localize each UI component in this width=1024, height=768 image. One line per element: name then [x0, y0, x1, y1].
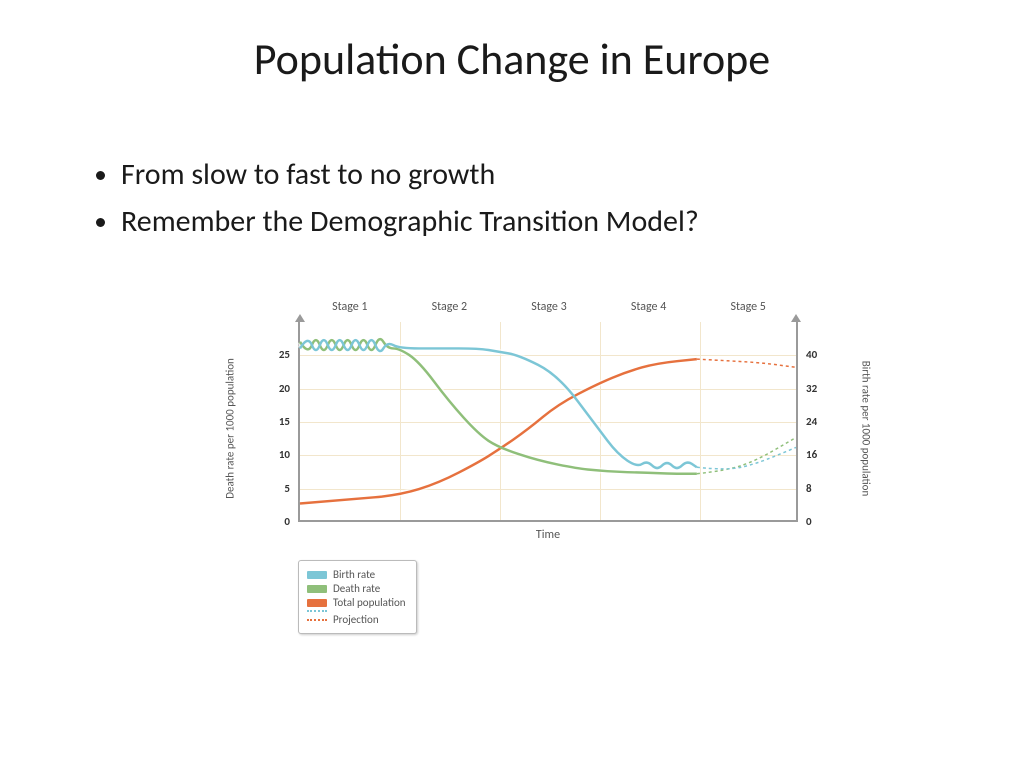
slide-title: Population Change in Europe: [0, 32, 1024, 86]
stage-label: Stage 2: [400, 300, 500, 314]
stage-label: Stage 1: [300, 300, 400, 314]
legend-item: [307, 610, 406, 612]
legend-item: Birth rate: [307, 568, 406, 581]
stage-labels: Stage 1 Stage 2 Stage 3 Stage 4 Stage 5: [300, 300, 798, 314]
legend-swatch: [307, 585, 327, 593]
right-tick-label: 8: [806, 482, 812, 495]
legend-dash: [307, 619, 327, 621]
plot-area: Death rate per 1000 population Birth rat…: [298, 322, 798, 522]
bullet-item: From slow to fast to no growth: [121, 155, 935, 196]
left-axis-label: Death rate per 1000 population: [224, 329, 237, 529]
right-tick-label: 0: [806, 515, 812, 528]
legend-label: Projection: [333, 613, 379, 626]
legend-label: Total population: [333, 596, 406, 609]
legend-dash: [307, 610, 327, 612]
x-axis-label: Time: [298, 528, 798, 542]
legend-item: Total population: [307, 596, 406, 609]
right-tick-label: 40: [806, 348, 817, 361]
left-tick-label: 5: [250, 482, 290, 495]
legend-item: Projection: [307, 613, 406, 626]
stage-label: Stage 4: [599, 300, 699, 314]
left-tick-label: 15: [250, 415, 290, 428]
right-tick-label: 32: [806, 382, 817, 395]
legend-swatch: [307, 571, 327, 579]
left-tick-label: 0: [250, 515, 290, 528]
bullet-list: From slow to fast to no growth Remember …: [95, 155, 935, 248]
stage-label: Stage 5: [698, 300, 798, 314]
legend-label: Birth rate: [333, 568, 375, 581]
bullet-item: Remember the Demographic Transition Mode…: [121, 202, 935, 243]
stage-label: Stage 3: [499, 300, 599, 314]
chart-legend: Birth rateDeath rateTotal population Proj…: [298, 560, 417, 634]
left-tick-label: 10: [250, 448, 290, 461]
left-tick-label: 20: [250, 382, 290, 395]
right-tick-label: 24: [806, 415, 817, 428]
slide: Population Change in Europe From slow to…: [0, 0, 1024, 768]
chart-lines: [300, 322, 796, 520]
right-tick-label: 16: [806, 448, 817, 461]
legend-swatch: [307, 599, 327, 607]
legend-label: Death rate: [333, 582, 380, 595]
demographic-transition-chart: Stage 1 Stage 2 Stage 3 Stage 4 Stage 5 …: [220, 300, 840, 660]
right-axis-label: Birth rate per 1000 population: [860, 329, 873, 529]
left-tick-label: 25: [250, 348, 290, 361]
legend-item: Death rate: [307, 582, 406, 595]
